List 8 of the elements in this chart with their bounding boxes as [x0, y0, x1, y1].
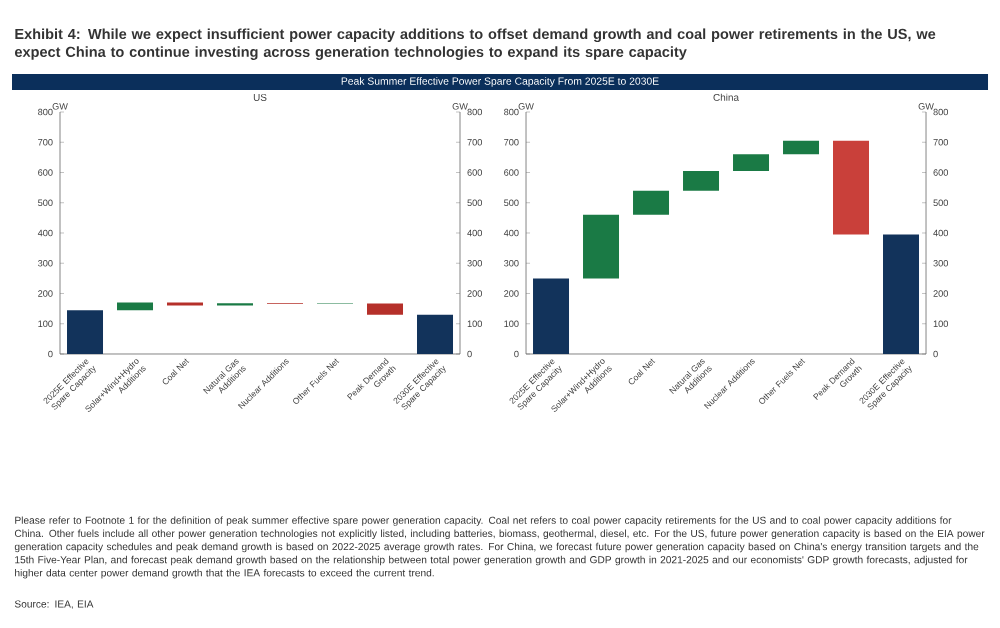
bar	[733, 154, 770, 171]
bar	[683, 170, 720, 191]
bar	[533, 278, 570, 354]
bar	[783, 140, 820, 155]
bar	[833, 140, 870, 235]
bar	[883, 234, 920, 354]
bar	[583, 214, 620, 279]
bar	[633, 190, 670, 215]
